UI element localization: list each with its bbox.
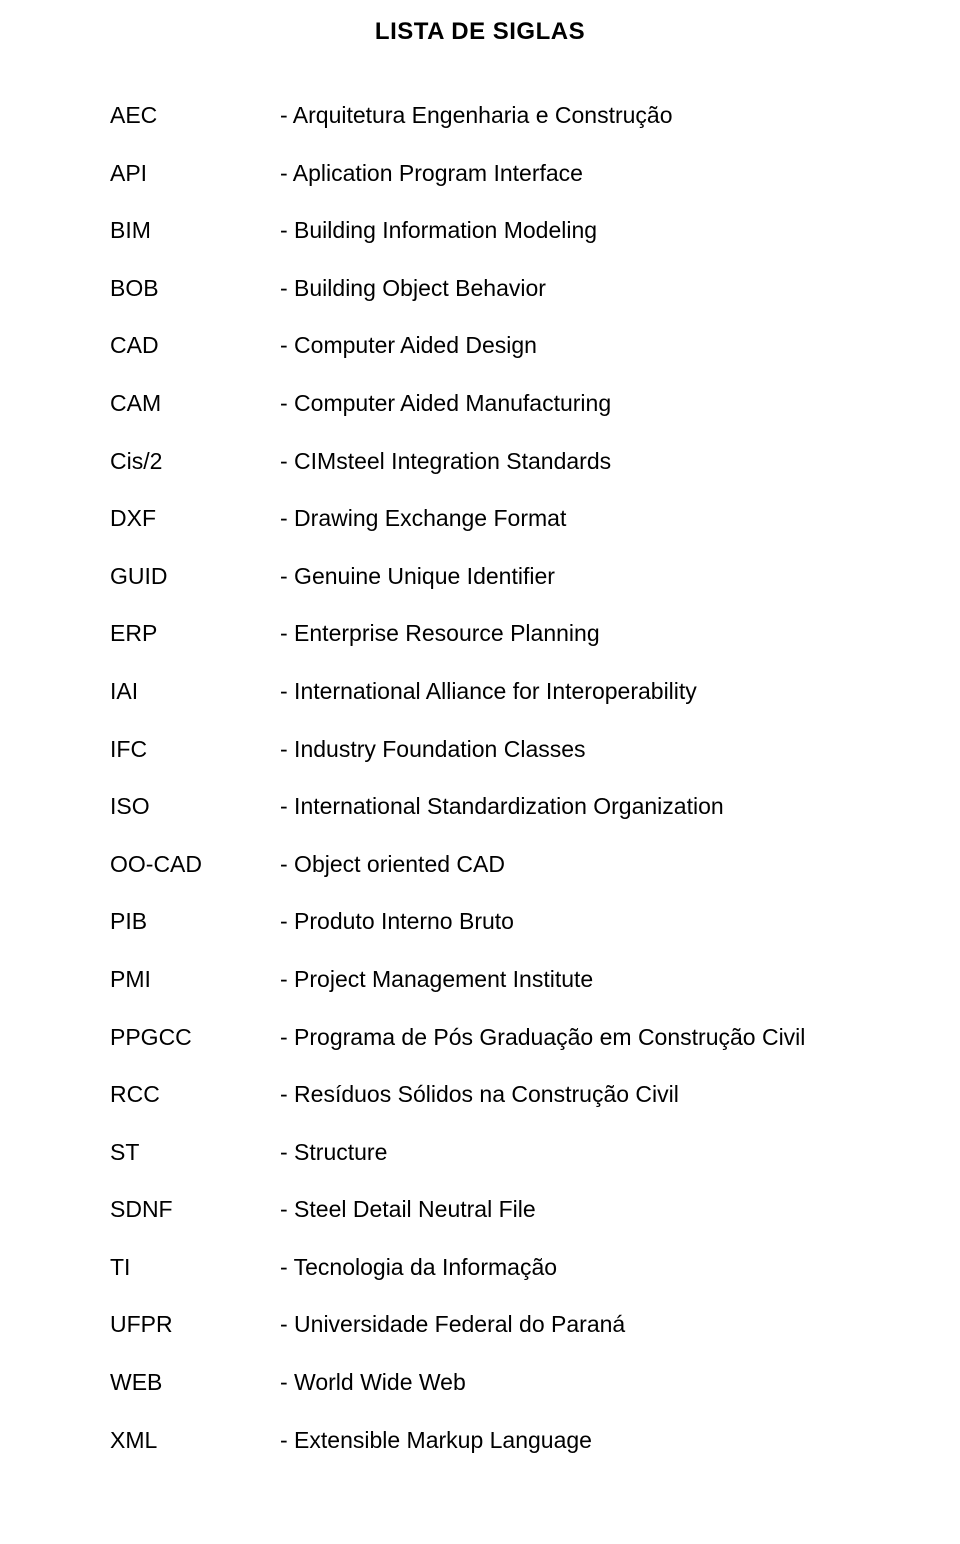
abbr-cell: AEC xyxy=(110,102,280,130)
defn-cell: - Steel Detail Neutral File xyxy=(280,1196,850,1224)
table-row: GUID- Genuine Unique Identifier xyxy=(110,563,850,591)
table-row: API- Aplication Program Interface xyxy=(110,160,850,188)
abbr-cell: RCC xyxy=(110,1081,280,1109)
table-row: AEC- Arquitetura Engenharia e Construção xyxy=(110,102,850,130)
table-row: BOB- Building Object Behavior xyxy=(110,275,850,303)
defn-cell: - Building Information Modeling xyxy=(280,217,850,245)
abbr-cell: OO-CAD xyxy=(110,851,280,879)
table-row: ST- Structure xyxy=(110,1139,850,1167)
defn-cell: - International Standardization Organiza… xyxy=(280,793,850,821)
abbr-cell: ST xyxy=(110,1139,280,1167)
defn-cell: - Tecnologia da Informação xyxy=(280,1254,850,1282)
abbr-cell: BOB xyxy=(110,275,280,303)
table-row: PPGCC- Programa de Pós Graduação em Cons… xyxy=(110,1024,850,1052)
table-row: PIB- Produto Interno Bruto xyxy=(110,908,850,936)
defn-cell: - Computer Aided Manufacturing xyxy=(280,390,850,418)
defn-cell: - Extensible Markup Language xyxy=(280,1427,850,1455)
abbr-cell: ERP xyxy=(110,620,280,648)
defn-cell: - Produto Interno Bruto xyxy=(280,908,850,936)
table-row: XML- Extensible Markup Language xyxy=(110,1427,850,1455)
table-row: ERP- Enterprise Resource Planning xyxy=(110,620,850,648)
defn-cell: - Universidade Federal do Paraná xyxy=(280,1311,850,1339)
table-row: CAM- Computer Aided Manufacturing xyxy=(110,390,850,418)
defn-cell: - Structure xyxy=(280,1139,850,1167)
defn-cell: - Genuine Unique Identifier xyxy=(280,563,850,591)
abbr-cell: WEB xyxy=(110,1369,280,1397)
table-row: SDNF- Steel Detail Neutral File xyxy=(110,1196,850,1224)
abbr-cell: TI xyxy=(110,1254,280,1282)
defn-cell: - Drawing Exchange Format xyxy=(280,505,850,533)
table-row: IAI- International Alliance for Interope… xyxy=(110,678,850,706)
abbr-cell: IAI xyxy=(110,678,280,706)
table-row: OO-CAD- Object oriented CAD xyxy=(110,851,850,879)
table-row: ISO- International Standardization Organ… xyxy=(110,793,850,821)
abbr-cell: PPGCC xyxy=(110,1024,280,1052)
table-row: DXF- Drawing Exchange Format xyxy=(110,505,850,533)
table-row: BIM- Building Information Modeling xyxy=(110,217,850,245)
abbr-cell: ISO xyxy=(110,793,280,821)
abbr-cell: PMI xyxy=(110,966,280,994)
defn-cell: - Project Management Institute xyxy=(280,966,850,994)
abbr-cell: Cis/2 xyxy=(110,448,280,476)
defn-cell: - World Wide Web xyxy=(280,1369,850,1397)
abbr-cell: XML xyxy=(110,1427,280,1455)
defn-cell: - Computer Aided Design xyxy=(280,332,850,360)
table-row: WEB- World Wide Web xyxy=(110,1369,850,1397)
defn-cell: - Resíduos Sólidos na Construção Civil xyxy=(280,1081,850,1109)
document-page: LISTA DE SIGLAS AEC- Arquitetura Engenha… xyxy=(0,0,960,1544)
table-row: Cis/2- CIMsteel Integration Standards xyxy=(110,448,850,476)
abbr-cell: DXF xyxy=(110,505,280,533)
table-row: UFPR- Universidade Federal do Paraná xyxy=(110,1311,850,1339)
defn-cell: - Programa de Pós Graduação em Construçã… xyxy=(280,1024,850,1052)
abbr-cell: PIB xyxy=(110,908,280,936)
defn-cell: - Aplication Program Interface xyxy=(280,160,850,188)
page-title: LISTA DE SIGLAS xyxy=(110,18,850,46)
definitions-list: AEC- Arquitetura Engenharia e Construção… xyxy=(110,102,850,1454)
defn-cell: - Object oriented CAD xyxy=(280,851,850,879)
abbr-cell: UFPR xyxy=(110,1311,280,1339)
defn-cell: - International Alliance for Interoperab… xyxy=(280,678,850,706)
defn-cell: - Arquitetura Engenharia e Construção xyxy=(280,102,850,130)
defn-cell: - Enterprise Resource Planning xyxy=(280,620,850,648)
abbr-cell: API xyxy=(110,160,280,188)
defn-cell: - Building Object Behavior xyxy=(280,275,850,303)
table-row: TI- Tecnologia da Informação xyxy=(110,1254,850,1282)
defn-cell: - Industry Foundation Classes xyxy=(280,736,850,764)
table-row: PMI- Project Management Institute xyxy=(110,966,850,994)
defn-cell: - CIMsteel Integration Standards xyxy=(280,448,850,476)
table-row: RCC- Resíduos Sólidos na Construção Civi… xyxy=(110,1081,850,1109)
abbr-cell: BIM xyxy=(110,217,280,245)
abbr-cell: SDNF xyxy=(110,1196,280,1224)
abbr-cell: CAM xyxy=(110,390,280,418)
abbr-cell: IFC xyxy=(110,736,280,764)
table-row: CAD- Computer Aided Design xyxy=(110,332,850,360)
abbr-cell: CAD xyxy=(110,332,280,360)
abbr-cell: GUID xyxy=(110,563,280,591)
table-row: IFC- Industry Foundation Classes xyxy=(110,736,850,764)
